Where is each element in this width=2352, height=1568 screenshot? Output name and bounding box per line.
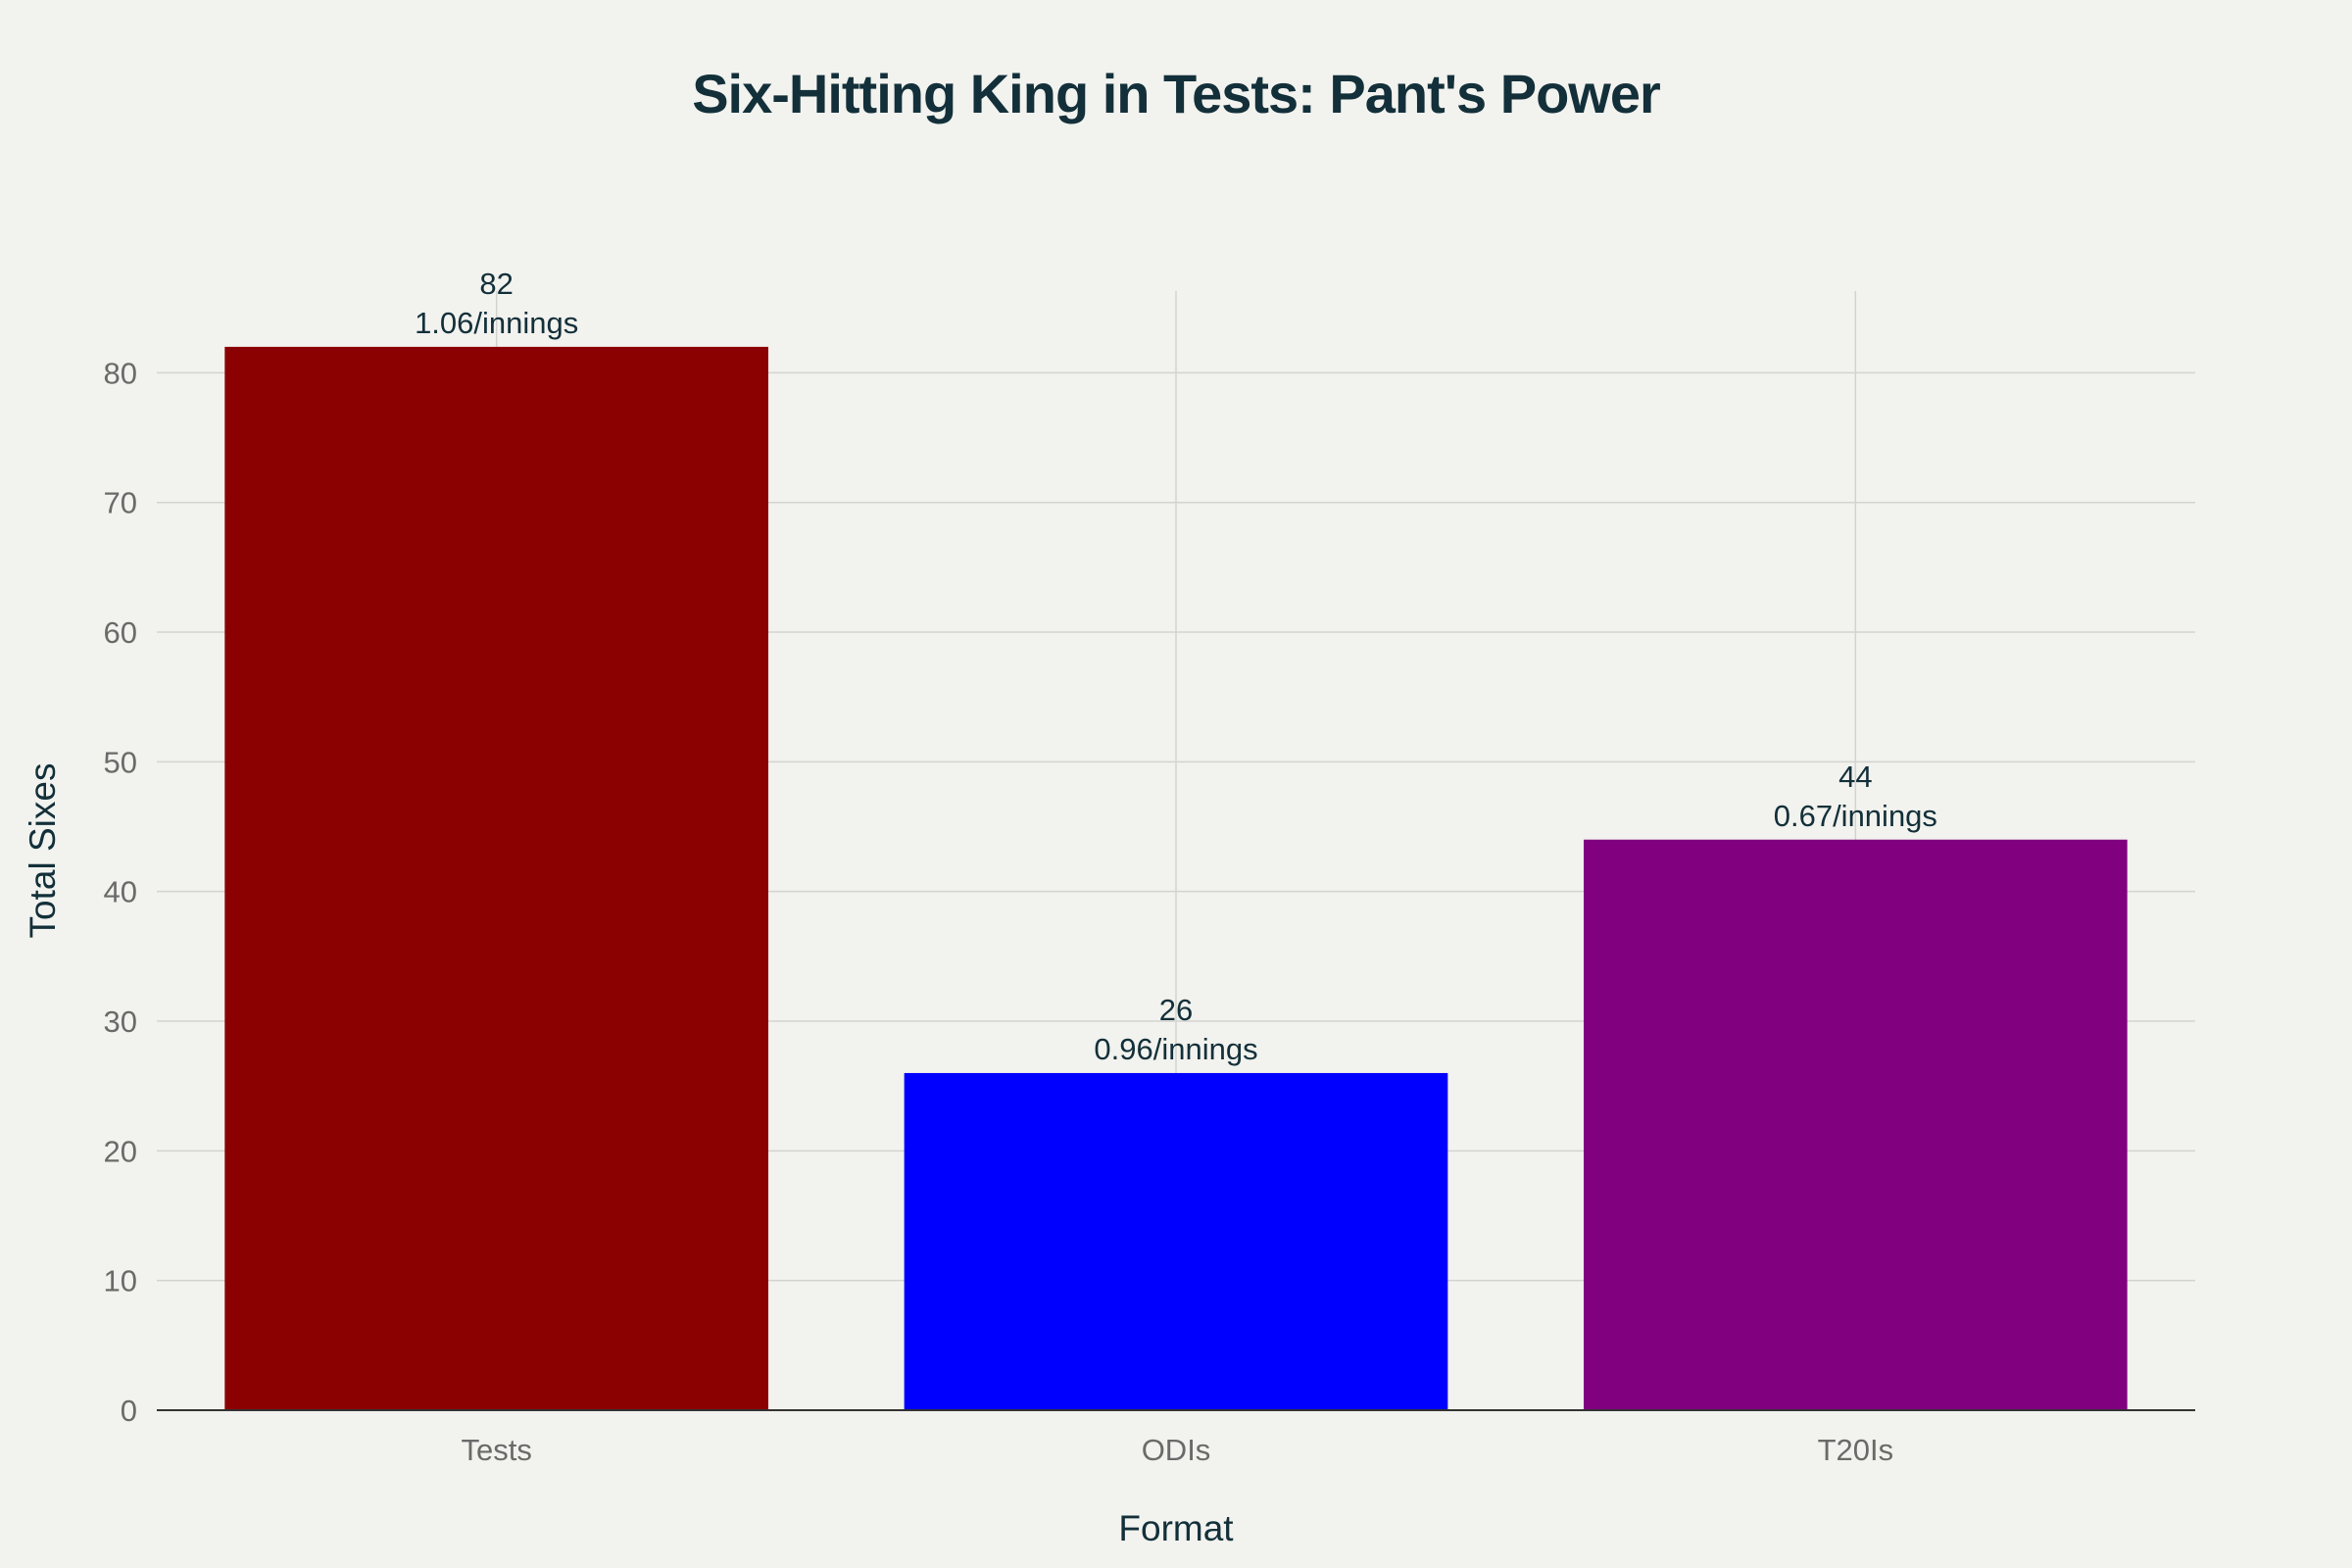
bar-value-label: 82 xyxy=(479,267,513,301)
bar-odis xyxy=(904,1072,1448,1410)
y-axis-title: Total Sixes xyxy=(23,763,63,939)
y-tick-label: 20 xyxy=(104,1134,137,1168)
bar-tests xyxy=(224,346,769,1411)
y-tick-label: 80 xyxy=(104,356,137,390)
x-axis-title: Format xyxy=(1118,1508,1234,1548)
bar-rate-label: 1.06/innings xyxy=(415,306,578,340)
y-tick-label: 40 xyxy=(104,875,137,909)
y-tick-label: 50 xyxy=(104,745,137,779)
bar-value-label: 44 xyxy=(1838,760,1872,794)
axes: 0 10 20 30 40 50 60 70 80 Tests ODIs T20Is xyxy=(104,356,2195,1467)
y-tick-label: 30 xyxy=(104,1004,137,1039)
bar-rate-label: 0.96/innings xyxy=(1094,1032,1257,1066)
y-tick-label: 70 xyxy=(104,486,137,520)
x-tick-label: Tests xyxy=(461,1433,531,1467)
data-labels: 82 1.06/innings 26 0.96/innings 44 0.67/innin… xyxy=(415,267,1937,1066)
bar-t20is xyxy=(1584,839,2128,1410)
bar-rate-label: 0.67/innings xyxy=(1774,799,1937,833)
bar-value-label: 26 xyxy=(1159,993,1193,1027)
bars xyxy=(224,346,2128,1411)
x-tick-label: ODIs xyxy=(1142,1433,1211,1467)
y-tick-label: 60 xyxy=(104,615,137,650)
y-tick-label: 10 xyxy=(104,1264,137,1298)
x-tick-label: T20Is xyxy=(1818,1433,1894,1467)
y-tick-label: 0 xyxy=(121,1394,137,1428)
chart-title: Six-Hitting King in Tests: Pant's Power xyxy=(692,63,1660,124)
